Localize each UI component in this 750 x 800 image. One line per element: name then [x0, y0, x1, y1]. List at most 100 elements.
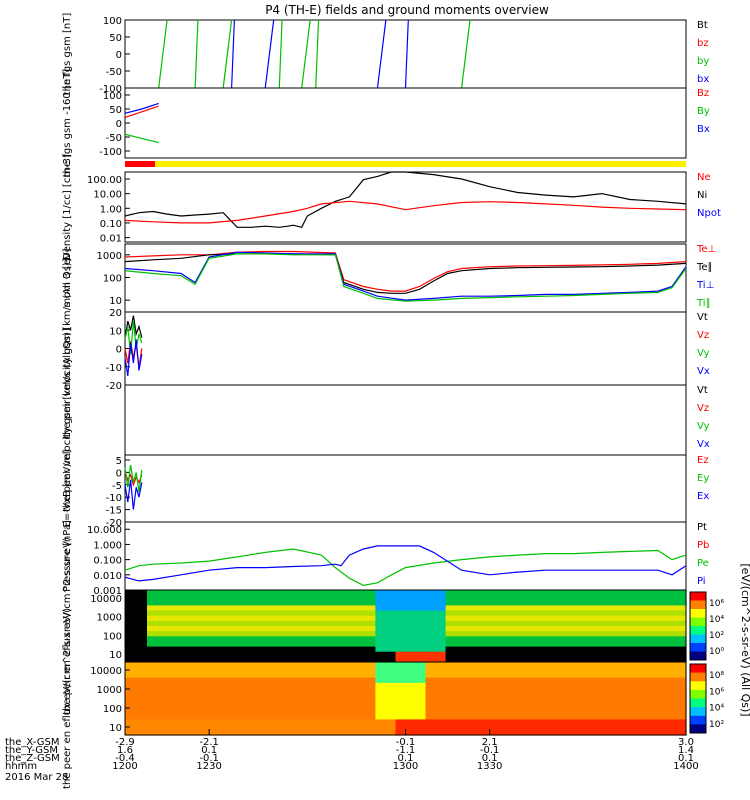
series-Vt-line	[124, 315, 143, 340]
y-tick-label: -10	[106, 493, 122, 504]
legend-Vy: Vy	[697, 348, 710, 359]
y-tick-label: 100	[103, 91, 122, 102]
y-axis-label: the peir velocity gsm [km/s (All Qs)]	[62, 258, 73, 439]
colorbar-swatch	[690, 689, 706, 699]
y-tick-label: -5	[112, 481, 122, 492]
legend-Pi: Pi	[697, 576, 706, 587]
colorbar-swatch	[690, 617, 706, 627]
legend-By: By	[697, 106, 710, 117]
field-transition	[230, 19, 235, 89]
colorbar-swatch	[690, 681, 706, 691]
legend-Ni: Ni	[697, 190, 707, 201]
series-Ne-line	[124, 200, 687, 224]
colorbar-swatch	[690, 634, 706, 644]
legend-Npot: Npot	[697, 208, 721, 219]
y-tick-label: 1000	[97, 613, 122, 624]
y-axis-label: the fgs gsm -160 [nT]	[62, 69, 73, 178]
colorbar-tick: 10⁶	[709, 599, 724, 609]
field-transition	[404, 19, 409, 89]
y-tick-label: 10	[109, 296, 122, 307]
panel-3: 100.00 10.00 1.00 0.10 0.01 Density [1/cc] [c…	[62, 154, 721, 260]
y-tick-label: -20	[106, 518, 122, 529]
panel-1: 100 50 0 -50 -100 the fgs gsm [nT] Bt bz by bx	[62, 13, 709, 96]
y-tick-label: 0.100	[93, 556, 122, 567]
y-tick-label: 100	[103, 273, 122, 284]
y-tick-label: -10	[106, 363, 122, 374]
x-row-value: -0.1	[396, 737, 416, 748]
series-Te∥-line	[124, 253, 687, 294]
y-tick-label: 10	[109, 650, 122, 661]
legend-Pe: Pe	[697, 558, 709, 569]
colorbar-tick: 10⁸	[709, 671, 724, 681]
field-transition	[158, 19, 168, 89]
colorbar-swatch	[690, 609, 706, 618]
legend-Pt: Pt	[697, 522, 707, 533]
y-axis-label: Pressure [nPa]	[62, 520, 73, 592]
panel-4: 1000 100 10 mom 3 [eV] Te⊥ Te∥ Ti⊥ Ti∥	[62, 243, 716, 313]
panel-frame	[124, 311, 687, 386]
colorbars: 10⁶ 10⁴ 10² 10⁰ 10⁸ 10⁶ 10⁴ 10²	[689, 591, 724, 734]
series-Ti∥-line	[124, 253, 687, 302]
y-axis-label: the peer velocity gsm [km/s (All Qs)]	[62, 328, 73, 512]
x-row-value: -2.1	[199, 737, 219, 748]
spectrogram-9	[125, 590, 687, 663]
colorbar-swatch	[690, 698, 706, 708]
y-axis-label: the peer en eflux eV/(cm^2-s-sr-eV)	[62, 608, 73, 789]
y-tick-label: 0	[116, 50, 122, 61]
legend-Ne: Ne	[697, 172, 711, 183]
legend-by: by	[697, 56, 709, 67]
y-tick-label: 1000	[97, 251, 122, 262]
series-Vx-line	[124, 339, 143, 376]
field-transition	[194, 19, 199, 89]
y-tick-label: 50	[109, 105, 122, 116]
y-tick-label: 0	[116, 119, 122, 130]
series-Ni-line	[124, 171, 687, 228]
panel-9: 10000 1000 100 10 the peir en eflux eV/(cm^2…	[62, 537, 687, 715]
legend-Vz: Vz	[697, 403, 709, 414]
series-Bz-line	[124, 105, 159, 118]
y-tick-label: -50	[106, 67, 122, 78]
colorbar-swatch	[690, 643, 706, 652]
series-Pe-line	[124, 548, 687, 587]
y-tick-label: 5	[116, 456, 122, 467]
colorbar-swatch	[690, 651, 706, 661]
colorbar-swatch	[690, 707, 706, 717]
legend-Vz: Vz	[697, 330, 709, 341]
panel-10: 10000 1000 100 10 the peer en eflux eV/(cm^2…	[62, 608, 687, 789]
y-tick-label: 10000	[90, 594, 122, 605]
date-label: 2016 Mar 28	[5, 772, 68, 783]
panel-frame	[124, 384, 687, 456]
field-transition	[315, 19, 320, 89]
status-bar-yellow	[155, 161, 686, 167]
legend-Ti∥: Ti∥	[696, 298, 711, 309]
legend-Vt: Vt	[697, 385, 708, 396]
x-row-value: -1.1	[396, 745, 416, 756]
y-tick-label: 100	[103, 631, 122, 642]
field-transition	[376, 19, 387, 89]
series-Ez-line	[124, 472, 143, 487]
x-row-value: 1230	[196, 761, 221, 772]
colorbar-swatch	[690, 626, 706, 635]
x-row-value: 1400	[673, 761, 698, 772]
y-tick-label: 100.00	[87, 175, 122, 186]
colorbar-tick: 10⁴	[709, 704, 724, 714]
panel-frame	[124, 454, 687, 523]
y-tick-label: 0.01	[100, 234, 122, 245]
legend-Bt: Bt	[697, 20, 708, 31]
legend-Ez: Ez	[697, 455, 709, 466]
series-Ey-line	[124, 464, 143, 493]
y-tick-label: 100	[103, 704, 122, 715]
y-axis-label: Density [1/cc] [cm-3]	[62, 154, 73, 260]
y-tick-label: 1.000	[93, 540, 122, 551]
status-bar-red	[125, 161, 155, 167]
colorbar-tick: 10⁶	[709, 687, 724, 697]
y-axis-label: the fgs gsm [nT]	[62, 13, 73, 96]
legend-Vy: Vy	[697, 421, 710, 432]
figure-title: P4 (TH-E) fields and ground moments over…	[265, 3, 549, 17]
colorbar-swatch	[690, 592, 706, 601]
y-tick-label: -100	[99, 147, 122, 158]
y-tick-label: 0.001	[93, 586, 122, 597]
y-tick-label: 100	[103, 16, 122, 27]
y-tick-label: 1000	[97, 685, 122, 696]
spectrogram-gap	[125, 590, 147, 662]
